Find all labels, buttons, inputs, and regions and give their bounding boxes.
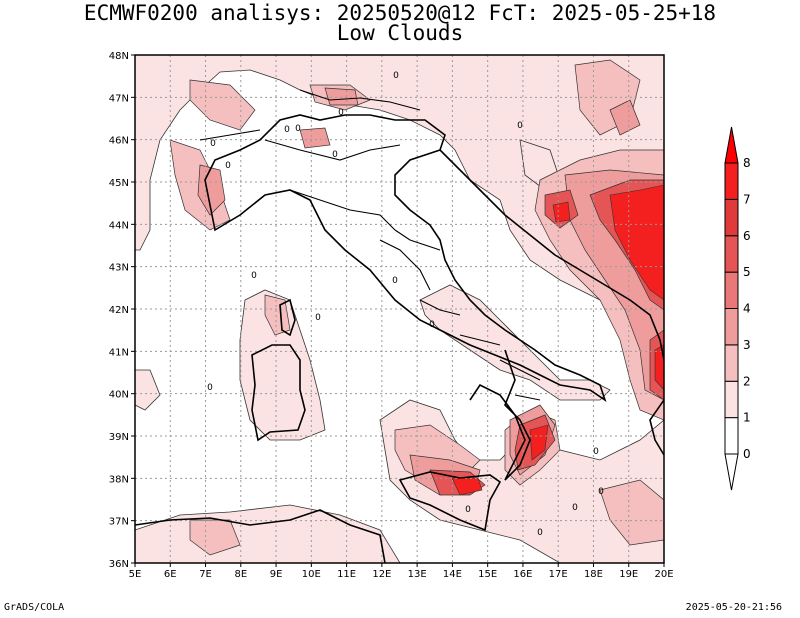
lat-tick-label: 41N bbox=[109, 347, 129, 358]
lon-tick-label: 15E bbox=[478, 569, 497, 580]
colorbar: 0 1 2 3 4 5 6 7 8 bbox=[724, 126, 751, 491]
contour-label: 0 bbox=[207, 383, 213, 393]
colorbar-label: 8 bbox=[743, 156, 751, 170]
contour-label: 0 bbox=[284, 125, 290, 135]
lat-tick-label: 44N bbox=[109, 220, 129, 231]
contour-label: 0 bbox=[572, 503, 578, 513]
footer-credit: GrADS/COLA bbox=[4, 602, 65, 613]
sardinia-coastline bbox=[251, 344, 306, 442]
footer-timestamp: 2025-05-20-21:56 bbox=[685, 602, 782, 613]
lat-tick-label: 38N bbox=[109, 474, 129, 485]
lat-tick-label: 46N bbox=[109, 136, 129, 147]
lon-tick-label: 7E bbox=[199, 569, 212, 580]
map-subtitle: Low Clouds bbox=[336, 21, 464, 45]
lat-tick-label: 37N bbox=[109, 517, 129, 528]
lon-tick-label: 17E bbox=[549, 569, 568, 580]
colorbar-max-arrow bbox=[724, 126, 739, 164]
lat-tick-label: 48N bbox=[109, 51, 129, 62]
contour-label: 0 bbox=[537, 528, 543, 538]
contour-label: 0 bbox=[210, 139, 216, 149]
coastlines bbox=[135, 114, 664, 563]
lat-tick-label: 45N bbox=[109, 178, 129, 189]
sicily-coastline bbox=[398, 471, 502, 532]
lon-tick-label: 13E bbox=[408, 569, 427, 580]
corsica-coastline bbox=[279, 298, 296, 337]
lon-tick-label: 20E bbox=[654, 569, 673, 580]
colorbar-label: 6 bbox=[743, 229, 751, 243]
lon-tick-label: 10E bbox=[302, 569, 321, 580]
contour-label: 0 bbox=[315, 313, 321, 323]
latitude-axis: 36N 37N 38N 39N 40N 41N 42N 43N 44N 45N 46N 47N 48N bbox=[109, 51, 135, 570]
colorbar-label: 5 bbox=[743, 265, 751, 279]
colorbar-segment bbox=[724, 271, 739, 309]
colorbar-label: 3 bbox=[743, 338, 751, 352]
contour-label: 0 bbox=[225, 161, 231, 171]
colorbar-segment bbox=[724, 344, 739, 382]
colorbar-segment bbox=[724, 380, 739, 419]
greece-coastline bbox=[649, 399, 664, 456]
lon-tick-label: 9E bbox=[270, 569, 283, 580]
regional-borders bbox=[199, 89, 541, 401]
contour-label: 0 bbox=[465, 505, 471, 515]
lat-tick-label: 42N bbox=[109, 305, 129, 316]
lat-tick-label: 47N bbox=[109, 93, 129, 104]
lon-tick-label: 8E bbox=[234, 569, 247, 580]
lon-tick-label: 14E bbox=[443, 569, 462, 580]
lat-tick-label: 40N bbox=[109, 390, 129, 401]
map-title: ECMWF0200 analisys: 20250520@12 FcT: 202… bbox=[83, 1, 717, 25]
lon-tick-label: 12E bbox=[372, 569, 391, 580]
lon-tick-label: 5E bbox=[129, 569, 142, 580]
lon-tick-label: 19E bbox=[619, 569, 638, 580]
longitude-axis: 5E 6E 7E 8E 9E 10E 11E 12E 13E 14E 15E 16E 17E 18E 19E… bbox=[129, 563, 674, 580]
lat-tick-label: 39N bbox=[109, 432, 129, 443]
cloud-level-8 bbox=[451, 184, 664, 496]
africa-coastline bbox=[135, 509, 386, 563]
contour-label: 0 bbox=[332, 150, 338, 160]
contour-label: 0 bbox=[598, 487, 604, 497]
colorbar-label: 0 bbox=[743, 447, 751, 461]
colorbar-segment bbox=[724, 417, 739, 455]
lon-tick-label: 16E bbox=[513, 569, 532, 580]
colorbar-label: 2 bbox=[743, 374, 751, 388]
contour-label: 0 bbox=[251, 271, 257, 281]
contour-label: 0 bbox=[593, 447, 599, 457]
lat-tick-label: 43N bbox=[109, 263, 129, 274]
lon-tick-label: 6E bbox=[164, 569, 177, 580]
colorbar-label: 1 bbox=[743, 411, 751, 425]
contour-label: 0 bbox=[295, 124, 301, 134]
lon-tick-label: 11E bbox=[337, 569, 356, 580]
contour-label: 0 bbox=[517, 121, 523, 131]
contour-label: 0 bbox=[429, 320, 435, 330]
lat-tick-label: 36N bbox=[109, 559, 129, 570]
colorbar-label: 4 bbox=[743, 302, 751, 316]
contour-label: 0 bbox=[392, 276, 398, 286]
colorbar-segment bbox=[724, 308, 739, 346]
colorbar-segment bbox=[724, 235, 739, 273]
balkan-coastline bbox=[439, 149, 664, 361]
contour-label: 0 bbox=[393, 71, 399, 81]
italy-coastline bbox=[204, 114, 607, 402]
colorbar-min-arrow bbox=[724, 453, 739, 491]
italy-south-coast bbox=[469, 349, 531, 481]
colorbar-segment bbox=[724, 198, 739, 237]
colorbar-label: 7 bbox=[743, 192, 751, 206]
colorbar-segment bbox=[724, 162, 739, 200]
lon-tick-label: 18E bbox=[584, 569, 603, 580]
contour-label: 0 bbox=[338, 108, 344, 118]
